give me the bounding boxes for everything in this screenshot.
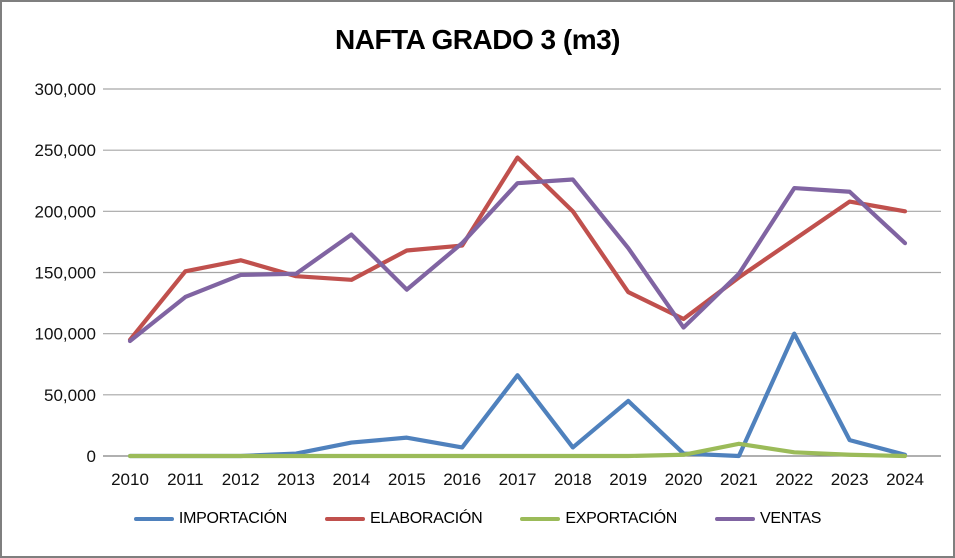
x-tick-label: 2023 <box>831 470 869 489</box>
legend-item-importacion: IMPORTACIÓN <box>133 510 288 528</box>
y-tick-label: 50,000 <box>44 386 96 405</box>
x-tick-label: 2022 <box>775 470 813 489</box>
chart-title: NAFTA GRADO 3 (m3) <box>335 24 621 55</box>
series-line-exportación <box>127 441 908 459</box>
x-tick-label: 2021 <box>720 470 758 489</box>
x-tick-label: 2019 <box>609 470 647 489</box>
legend-label-importacion: IMPORTACIÓN <box>178 510 288 527</box>
ventas-line-swatch-icon <box>715 517 756 521</box>
y-tick-label: 0 <box>87 447 96 466</box>
legend-label-exportacion: EXPORTACIÓN <box>565 510 678 527</box>
x-tick-label: 2016 <box>443 470 481 489</box>
x-tick-label: 2020 <box>665 470 703 489</box>
x-tick-label: 2012 <box>222 470 260 489</box>
x-tick-label: 2015 <box>388 470 426 489</box>
x-tick-label: 2014 <box>333 470 371 489</box>
chart-legend: IMPORTACIÓN ELABORACIÓN EXPORTACIÓN VENT… <box>2 510 953 528</box>
elaboracion-line-swatch-icon <box>325 517 366 521</box>
x-tick-label: 2024 <box>886 470 924 489</box>
y-tick-label: 200,000 <box>35 202 96 221</box>
series-line-elaboración <box>127 155 908 342</box>
importacion-line-swatch-icon <box>133 517 174 521</box>
exportacion-line-swatch-icon <box>520 517 561 521</box>
x-tick-label: 2013 <box>277 470 315 489</box>
x-tick-label: 2011 <box>167 470 204 489</box>
series-line-ventas <box>127 177 908 344</box>
legend-item-ventas: VENTAS <box>715 510 821 528</box>
legend-item-elaboracion: ELABORACIÓN <box>325 510 483 528</box>
legend-label-elaboracion: ELABORACIÓN <box>370 510 483 527</box>
y-tick-label: 250,000 <box>35 141 96 160</box>
y-tick-label: 300,000 <box>35 80 96 99</box>
y-tick-label: 150,000 <box>35 264 96 283</box>
x-tick-label: 2017 <box>499 470 537 489</box>
legend-label-ventas: VENTAS <box>760 510 822 527</box>
x-tick-label: 2018 <box>554 470 592 489</box>
legend-item-exportacion: EXPORTACIÓN <box>520 510 677 528</box>
x-tick-label: 2010 <box>111 470 149 489</box>
y-tick-label: 100,000 <box>35 325 96 344</box>
